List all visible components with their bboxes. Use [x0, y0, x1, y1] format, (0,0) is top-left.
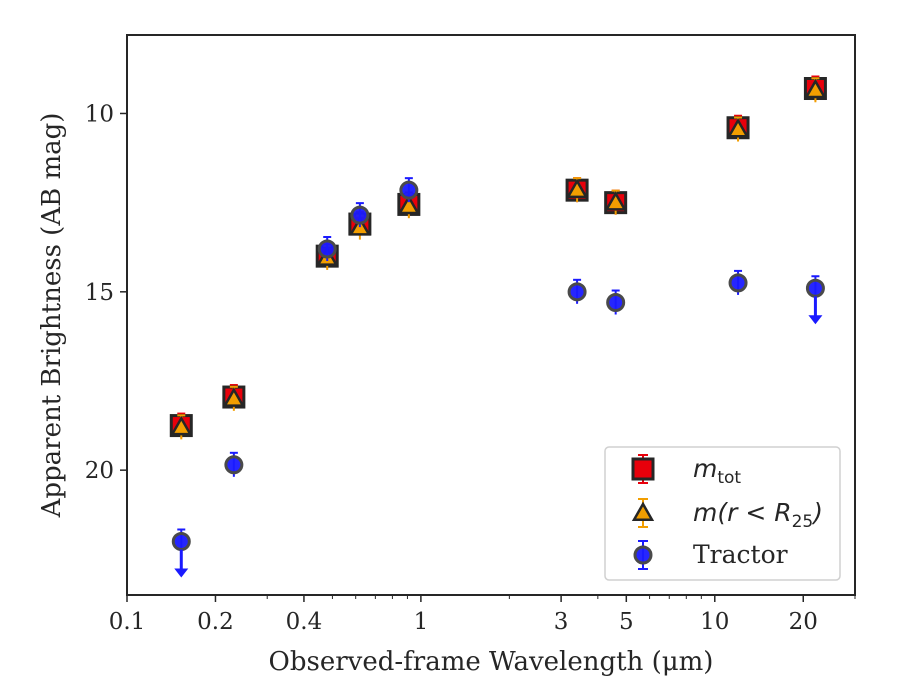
data-point: [726, 118, 750, 138]
x-tick-label: 0.4: [286, 609, 323, 635]
y-tick-label: 10: [85, 101, 114, 127]
data-point: [606, 293, 626, 313]
series-square: [169, 75, 827, 438]
legend-marker-square: [631, 457, 655, 481]
y-tick-label: 15: [85, 280, 114, 306]
x-tick-label: 5: [619, 609, 634, 635]
data-point: [397, 194, 421, 215]
x-tick-label: 3: [554, 609, 569, 635]
data-point: [171, 531, 191, 551]
x-tick-label: 0.2: [197, 609, 234, 635]
upper-limit-arrowhead: [174, 568, 189, 578]
x-tick-label: 1: [414, 609, 429, 635]
y-tick-label: 20: [85, 458, 114, 484]
data-point: [604, 191, 627, 211]
upper-limit-arrowhead: [808, 315, 823, 325]
legend-marker-circle: [633, 545, 653, 565]
y-axis-label: Apparent Brightness (AB mag): [37, 113, 67, 519]
x-axis-label: Observed-frame Wavelength (μm): [269, 647, 714, 677]
data-point: [317, 239, 337, 259]
data-point: [170, 415, 193, 436]
data-point: [728, 273, 748, 293]
data-point: [222, 387, 246, 407]
x-tick-label: 10: [700, 609, 729, 635]
legend-box: [604, 446, 841, 581]
x-tick-label: 0.1: [109, 609, 146, 635]
series-circle: [171, 177, 825, 578]
x-tick-label: 20: [789, 609, 818, 635]
data-point: [565, 178, 589, 199]
data-point: [399, 180, 419, 200]
legend-label-square: mtot: [693, 454, 741, 488]
data-point: [224, 455, 244, 475]
axes: 0.1 0.2 0.4 1 3 5 10 20 10 15 20: [85, 34, 856, 635]
legend: mtot m(r < R25) Tractor: [604, 446, 841, 581]
legend-label-circle: Tractor: [693, 540, 788, 569]
legend-marker-triangle: [631, 501, 655, 521]
plot-frame: [126, 34, 856, 596]
data-point: [805, 278, 825, 298]
data-point: [350, 205, 370, 225]
data-marks: [169, 75, 827, 578]
data-point: [567, 282, 587, 302]
legend-label-triangle: m(r < R25): [693, 498, 823, 532]
data-point: [804, 78, 827, 99]
